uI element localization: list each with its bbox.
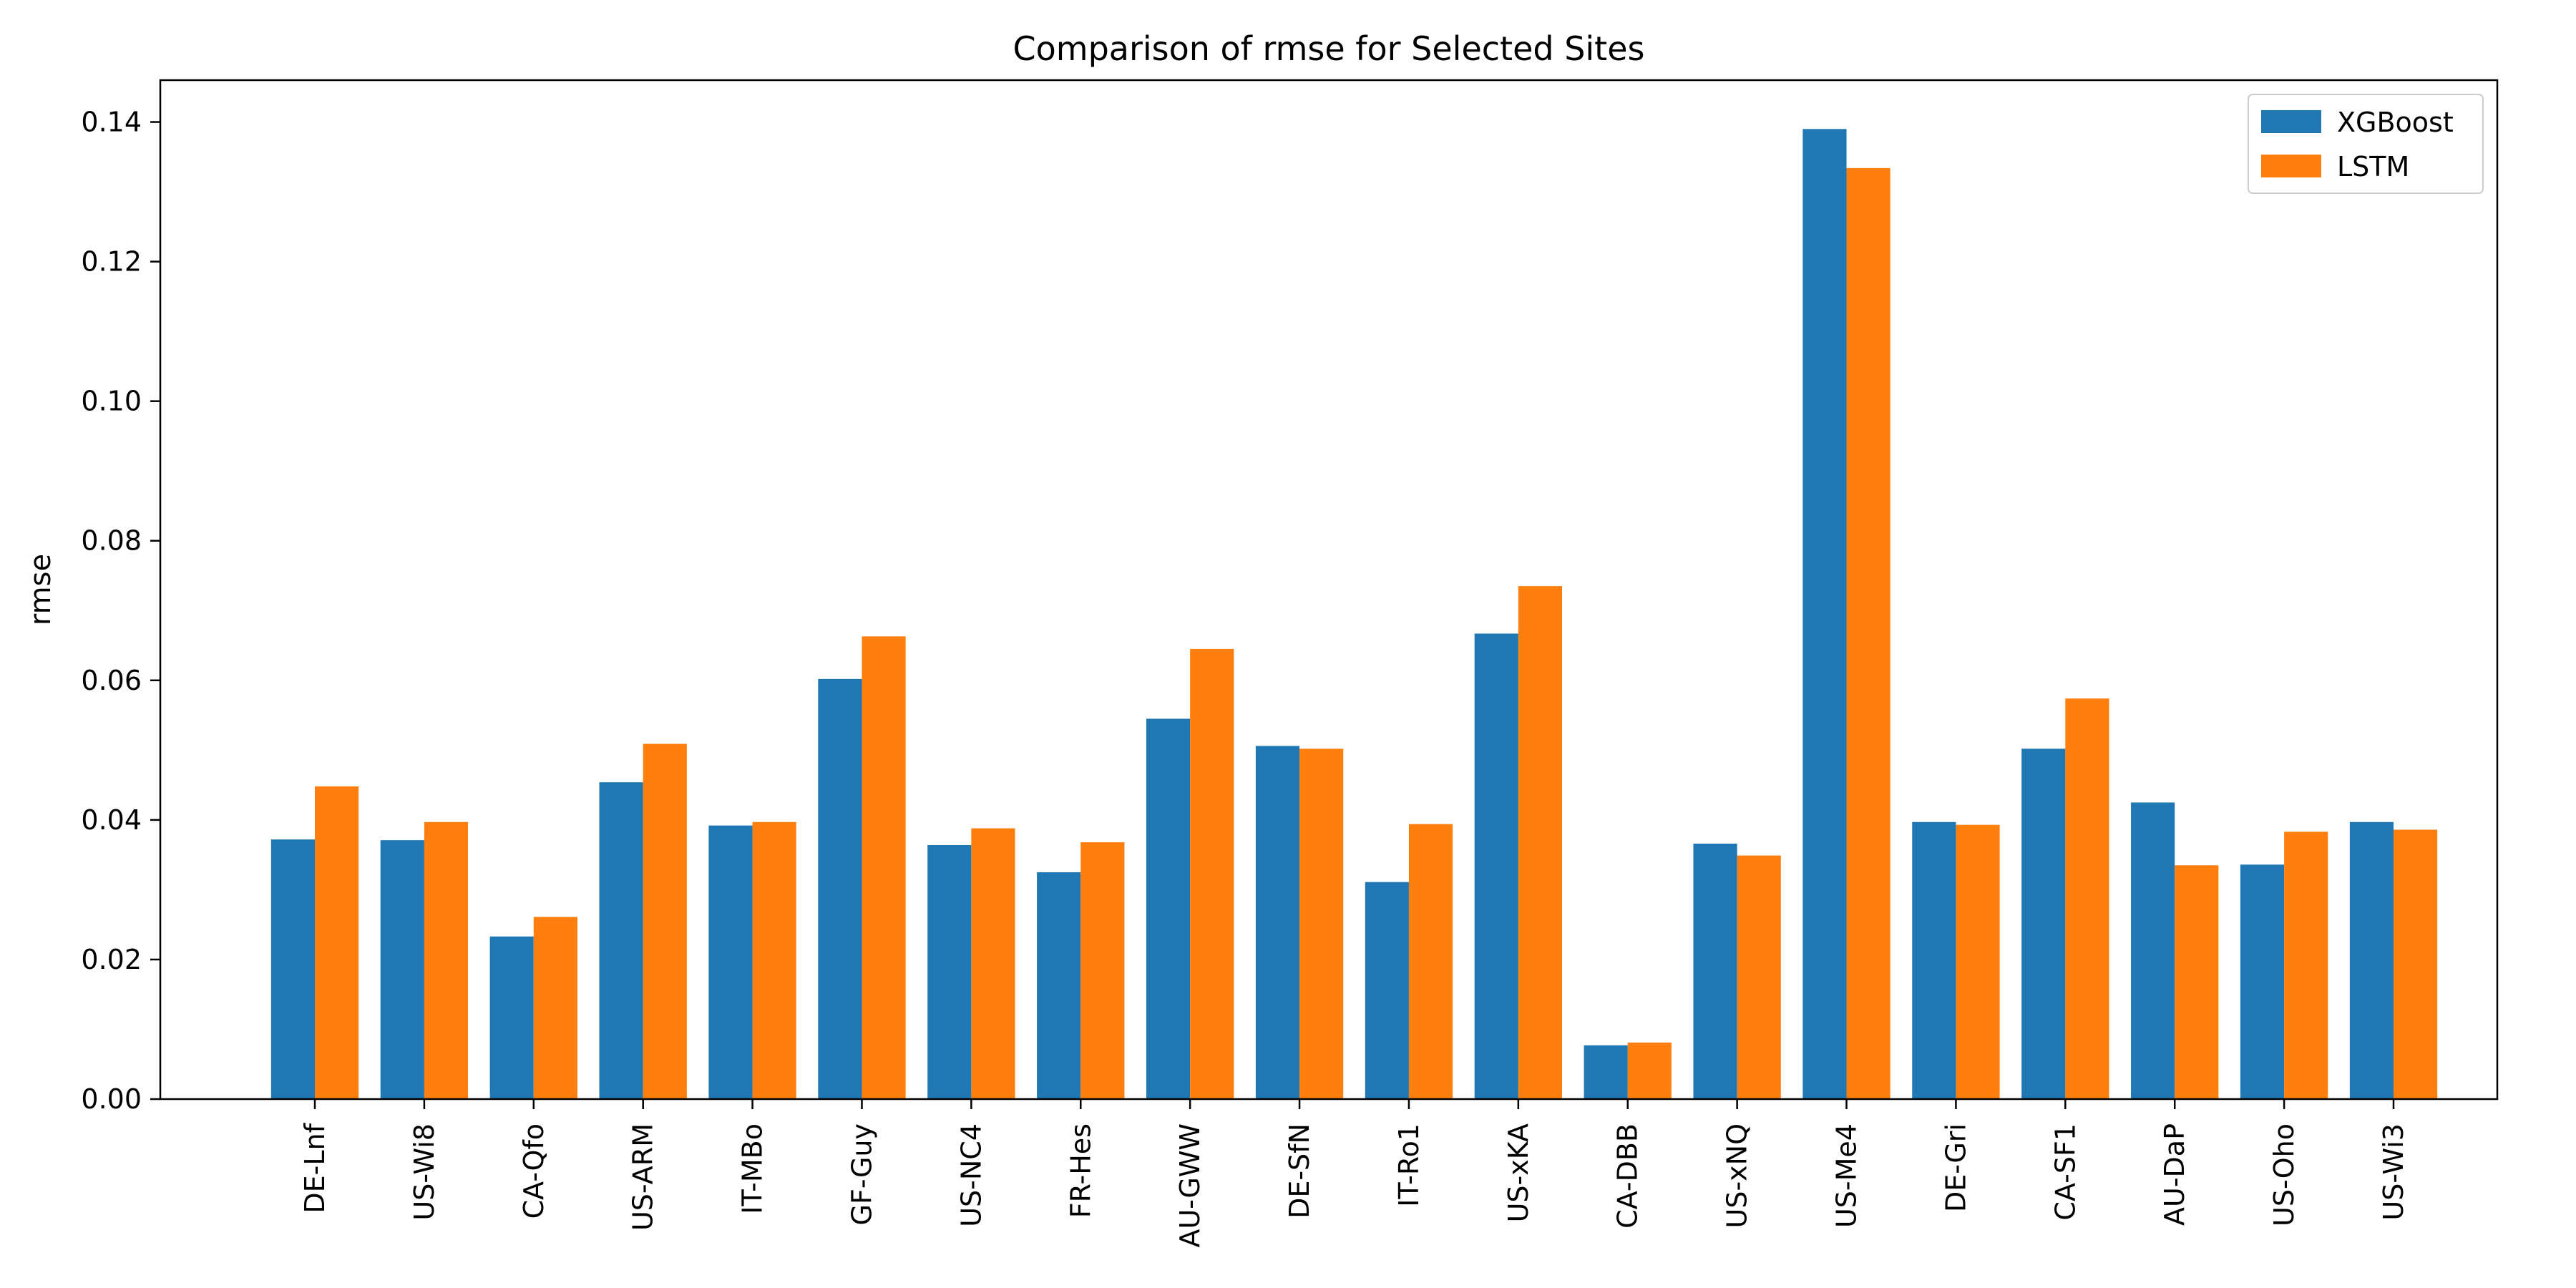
chart-title: Comparison of rmse for Selected Sites [1013, 29, 1645, 68]
y-tick-label: 0.12 [81, 246, 142, 278]
bar-xgboost-us-arm [599, 782, 643, 1099]
bar-xgboost-it-ro1 [1365, 882, 1409, 1099]
bar-xgboost-au-gww [1146, 718, 1191, 1099]
bar-lstm-ca-sf1 [2065, 698, 2109, 1099]
bar-xgboost-de-gri [1912, 821, 1956, 1099]
x-tick-label: CA-SF1 [2049, 1123, 2081, 1221]
bar-lstm-us-me4 [1846, 167, 1890, 1099]
bar-lstm-us-oho [2284, 831, 2328, 1099]
bar-lstm-de-sfn [1299, 748, 1344, 1099]
y-tick-label: 0.14 [81, 107, 142, 138]
bar-xgboost-us-oho [2240, 864, 2285, 1099]
bar-lstm-de-lnf [315, 786, 359, 1099]
x-tick-label: CA-Qfo [518, 1123, 550, 1219]
bar-xgboost-au-dap [2131, 802, 2175, 1099]
bar-lstm-ca-dbb [1627, 1042, 1672, 1099]
bar-lstm-au-gww [1190, 648, 1234, 1099]
x-tick-label: DE-SfN [1284, 1123, 1315, 1219]
bar-lstm-us-wi8 [424, 821, 469, 1099]
bar-lstm-de-gri [1956, 824, 2000, 1099]
y-tick-label: 0.00 [81, 1083, 142, 1115]
legend-label-xgboost: XGBoost [2337, 107, 2454, 138]
x-tick-label: US-Me4 [1831, 1123, 1863, 1228]
x-tick-label: FR-Hes [1065, 1123, 1096, 1218]
x-tick-label: US-xNQ [1722, 1123, 1753, 1228]
bar-xgboost-us-xnq [1693, 844, 1737, 1099]
bar-lstm-au-dap [2175, 865, 2219, 1099]
bar-lstm-us-wi3 [2394, 829, 2438, 1099]
x-tick-label: IT-Ro1 [1393, 1123, 1425, 1207]
x-tick-label: CA-DBB [1612, 1123, 1644, 1229]
bar-lstm-ca-qfo [533, 917, 577, 1099]
bar-lstm-us-xnq [1737, 855, 1781, 1099]
bar-lstm-gf-guy [862, 636, 906, 1099]
x-tick-label: US-Wi8 [409, 1123, 440, 1221]
bar-lstm-us-nc4 [971, 828, 1015, 1099]
x-tick-label: US-NC4 [955, 1123, 987, 1227]
bar-xgboost-us-wi8 [380, 840, 424, 1099]
bar-lstm-it-ro1 [1408, 824, 1453, 1099]
y-tick-label: 0.06 [81, 665, 142, 696]
x-tick-label: DE-Gri [1940, 1123, 1971, 1212]
bars-layer [270, 129, 2438, 1100]
bar-xgboost-ca-sf1 [2021, 748, 2066, 1099]
legend-swatch-xgboost [2261, 110, 2321, 133]
bar-xgboost-us-xka [1474, 633, 1518, 1099]
x-tick-label: US-ARM [628, 1123, 659, 1231]
bar-lstm-us-arm [643, 743, 687, 1099]
x-tick-label: GF-Guy [846, 1123, 877, 1225]
bar-xgboost-de-sfn [1255, 746, 1300, 1099]
bar-xgboost-de-lnf [270, 839, 315, 1099]
bar-xgboost-fr-hes [1037, 872, 1081, 1099]
bar-xgboost-ca-dbb [1584, 1045, 1628, 1099]
bar-xgboost-us-me4 [1802, 129, 1847, 1100]
bar-xgboost-us-nc4 [927, 844, 972, 1099]
y-tick-label: 0.10 [81, 386, 142, 417]
legend: XGBoost LSTM [2248, 94, 2484, 194]
plot-frame [159, 79, 2499, 1101]
axes-layer: 0.00 0.02 0.04 0.06 0.08 0.10 0.12 0.14 DE-Lnf US… [81, 79, 2499, 1248]
x-tick-label: US-xKA [1503, 1123, 1534, 1222]
y-axis-label: rmse [24, 554, 57, 625]
legend-label-lstm: LSTM [2337, 151, 2409, 182]
bar-xgboost-ca-qfo [489, 936, 534, 1099]
x-tick-label: US-Wi3 [2378, 1123, 2409, 1221]
bar-lstm-us-xka [1518, 586, 1562, 1099]
bar-xgboost-us-wi3 [2349, 821, 2394, 1099]
y-tick-label: 0.02 [81, 944, 142, 975]
bar-lstm-fr-hes [1080, 842, 1125, 1099]
bar-xgboost-it-mbo [708, 825, 753, 1099]
x-tick-label: US-Oho [2268, 1123, 2300, 1226]
x-tick-label: DE-Lnf [299, 1122, 331, 1213]
legend-swatch-lstm [2261, 155, 2321, 177]
y-tick-label: 0.08 [81, 525, 142, 557]
x-tick-label: AU-DaP [2159, 1123, 2190, 1226]
bar-xgboost-gf-guy [818, 678, 862, 1099]
bar-lstm-it-mbo [752, 821, 796, 1099]
x-tick-label: AU-GWW [1174, 1123, 1206, 1248]
y-tick-label: 0.04 [81, 804, 142, 836]
x-tick-label: IT-MBo [737, 1123, 769, 1214]
